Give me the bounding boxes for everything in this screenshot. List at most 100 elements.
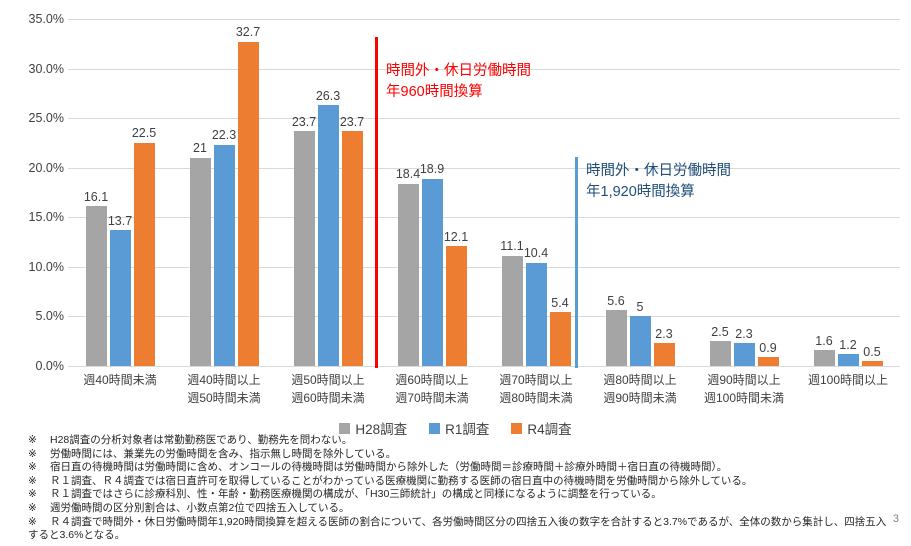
bar[interactable] bbox=[341, 131, 363, 366]
gridline bbox=[68, 366, 900, 367]
x-axis-category-label-line2: 週70時間未満 bbox=[395, 391, 469, 405]
bar-item[interactable]: 5 bbox=[629, 19, 651, 366]
bar-value-label: 12.1 bbox=[443, 229, 469, 244]
bar-item[interactable]: 5.4 bbox=[549, 19, 571, 366]
bar[interactable] bbox=[85, 206, 107, 366]
footnote-marker: ※ bbox=[28, 474, 37, 487]
bar[interactable] bbox=[317, 105, 339, 366]
bar-value-label: 23.7 bbox=[291, 114, 317, 129]
footnote-marker: ※ bbox=[28, 488, 37, 501]
bar-item[interactable]: 0.9 bbox=[757, 19, 779, 366]
bar-item[interactable]: 22.5 bbox=[132, 19, 156, 366]
threshold-line-1920h bbox=[575, 157, 578, 368]
x-axis-category-label-line1: 週60時間以上 bbox=[395, 373, 469, 387]
bar-item[interactable]: 13.7 bbox=[108, 19, 132, 366]
bar[interactable] bbox=[397, 183, 419, 366]
bar-item[interactable]: 2.5 bbox=[709, 19, 731, 366]
bar-group: 2.5 2.3 0.9 週90時間以上 週100時間未満 bbox=[692, 19, 796, 405]
footnotes-list: ※ H28調査の分析対象者は常勤勤務医であり、勤務先を問わない。 ※ 労働時間には、兼… bbox=[28, 434, 888, 543]
bar-item[interactable]: 18.9 bbox=[420, 19, 444, 366]
gridline bbox=[68, 68, 900, 70]
bar-value-label: 32.7 bbox=[235, 25, 261, 40]
bar-item[interactable]: 23.7 bbox=[340, 19, 364, 366]
x-axis-category-label-line1: 週50時間以上 bbox=[291, 373, 365, 387]
bar-item[interactable]: 2.3 bbox=[653, 19, 675, 366]
bar-value-label: 5 bbox=[636, 299, 644, 314]
bar[interactable] bbox=[189, 157, 211, 366]
bar[interactable] bbox=[629, 316, 651, 366]
threshold-annotation-960h-line1: 時間外・休日労働時間 bbox=[386, 63, 531, 79]
bar-item[interactable]: 10.4 bbox=[523, 19, 549, 366]
bar[interactable] bbox=[445, 246, 467, 366]
threshold-line-960h bbox=[375, 37, 378, 368]
y-axis-tick-label: 5.0% bbox=[35, 309, 65, 324]
bar-group-bars: 1.6 1.2 0.5 bbox=[796, 19, 900, 366]
bar-group: 23.7 26.3 23.7 週50時間以上 週60時間未満 bbox=[276, 19, 380, 405]
bar-group: 11.1 10.4 5.4 週70時間以上 週80時間未満 bbox=[484, 19, 588, 405]
footnote-text: Ｒ４調査で時間外・休日労働時間年1,920時間換算を超える医師の割合について、各… bbox=[50, 515, 887, 528]
bar-value-label: 18.4 bbox=[395, 167, 421, 182]
bar[interactable] bbox=[653, 343, 675, 366]
bar[interactable] bbox=[861, 361, 883, 366]
bar-group-bars: 2.5 2.3 0.9 bbox=[692, 19, 796, 366]
bar[interactable] bbox=[109, 230, 131, 366]
bar-item[interactable]: 26.3 bbox=[315, 19, 341, 366]
bar[interactable] bbox=[837, 354, 859, 366]
legend-color-swatch bbox=[511, 422, 523, 434]
footnote-marker: ※ bbox=[28, 447, 37, 460]
footnote-text: 労働時間には、兼業先の労働時間を含み、指示無し時間を除外している。 bbox=[50, 447, 397, 460]
bar-item[interactable]: 18.4 bbox=[395, 19, 421, 366]
bar[interactable] bbox=[237, 41, 259, 366]
bar-item[interactable]: 16.1 bbox=[84, 19, 108, 366]
bar-value-label: 11.1 bbox=[500, 239, 524, 254]
footnote-marker: ※ bbox=[28, 461, 37, 474]
bar-item[interactable]: 32.7 bbox=[235, 19, 261, 366]
threshold-annotation-960h-line2: 年960時間換算 bbox=[386, 84, 483, 100]
legend-item[interactable]: H28調査 bbox=[339, 418, 407, 438]
bar-item[interactable]: 0.5 bbox=[861, 19, 883, 366]
bar[interactable] bbox=[549, 312, 571, 366]
bar-item[interactable]: 1.6 bbox=[813, 19, 835, 366]
bar-value-label: 26.3 bbox=[315, 88, 341, 103]
bar[interactable] bbox=[757, 357, 779, 366]
bar-group-bars: 18.4 18.9 12.1 bbox=[380, 19, 484, 366]
bar[interactable] bbox=[421, 178, 443, 366]
bar[interactable] bbox=[733, 343, 755, 366]
bar[interactable] bbox=[709, 341, 731, 366]
bar-item[interactable]: 12.1 bbox=[443, 19, 469, 366]
bar-value-label: 1.6 bbox=[815, 333, 833, 348]
bar-item[interactable]: 1.2 bbox=[837, 19, 859, 366]
x-axis-category-label-line1: 週70時間以上 bbox=[499, 373, 573, 387]
bar-group: 18.4 18.9 12.1 週60時間以上 週70時間未満 bbox=[380, 19, 484, 405]
bar-item[interactable]: 22.3 bbox=[211, 19, 237, 366]
bar[interactable] bbox=[501, 255, 523, 366]
footnote-text: Ｒ１調査、Ｒ４調査では宿日直許可を取得していることがわかっている医療機関に勤務す… bbox=[50, 474, 753, 487]
bar-item[interactable]: 23.7 bbox=[291, 19, 317, 366]
x-axis-category-label: 週90時間以上 週100時間未満 bbox=[692, 371, 796, 407]
bar[interactable] bbox=[133, 142, 155, 366]
bar-group-bars: 23.7 26.3 23.7 bbox=[276, 19, 380, 366]
bar-value-label: 22.3 bbox=[211, 128, 237, 143]
bar[interactable] bbox=[813, 350, 835, 366]
bar[interactable] bbox=[293, 131, 315, 366]
bar-item[interactable]: 11.1 bbox=[500, 19, 524, 366]
bar[interactable] bbox=[525, 262, 547, 366]
bar[interactable] bbox=[213, 144, 235, 366]
footnote-text: 宿日直の待機時間は労働時間に含め、オンコールの待機時間は労働時間から除外した（労… bbox=[50, 461, 728, 474]
x-axis-category-label-line1: 週80時間以上 bbox=[603, 373, 677, 387]
gridline bbox=[68, 118, 900, 120]
x-axis-category-label-line2: 週100時間未満 bbox=[703, 391, 785, 405]
x-axis-category-label-line1: 週90時間以上 bbox=[707, 373, 781, 387]
gridline bbox=[68, 19, 900, 20]
legend-item[interactable]: R1調査 bbox=[429, 418, 489, 438]
bar-item[interactable]: 5.6 bbox=[605, 19, 627, 366]
legend-item[interactable]: R4調査 bbox=[511, 418, 572, 438]
y-axis-tick-label: 15.0% bbox=[28, 210, 64, 225]
x-axis-category-label: 週40時間以上 週50時間未満 bbox=[172, 371, 276, 407]
footnote-item: ※ Ｒ４調査で時間外・休日労働時間年1,920時間換算を超える医師の割合について、… bbox=[28, 516, 888, 530]
footnote-marker: ※ bbox=[28, 515, 37, 528]
bar[interactable] bbox=[605, 310, 627, 366]
bar-value-label: 10.4 bbox=[523, 246, 549, 261]
bar-item[interactable]: 21 bbox=[189, 19, 211, 366]
bar-item[interactable]: 2.3 bbox=[733, 19, 755, 366]
